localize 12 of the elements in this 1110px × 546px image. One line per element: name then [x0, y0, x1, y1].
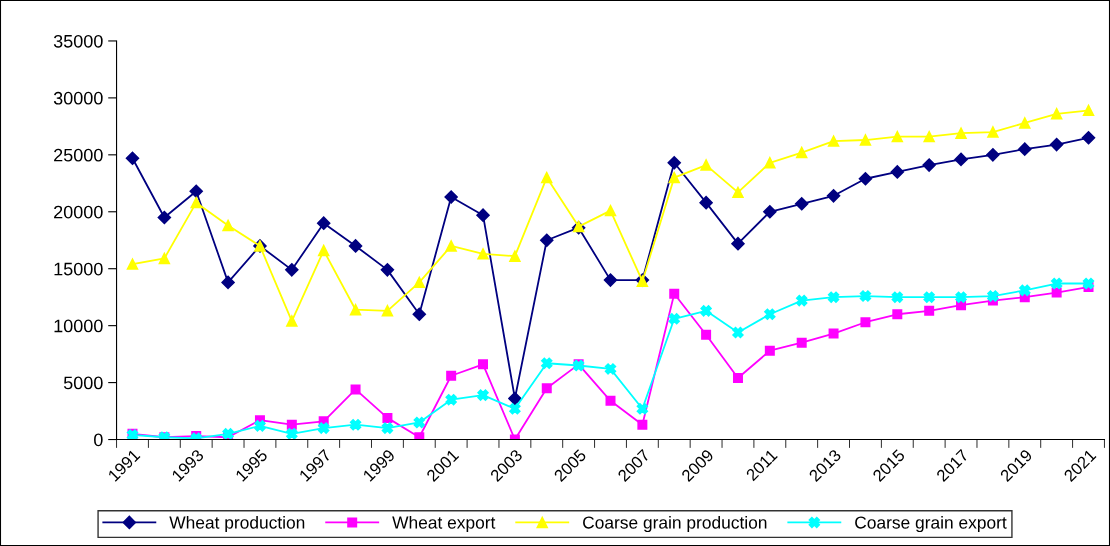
legend-label: Coarse grain production — [583, 515, 767, 533]
y-tick-label: 10000 — [54, 319, 103, 333]
y-tick-label: 25000 — [54, 148, 103, 162]
y-tick-label: 20000 — [54, 205, 103, 219]
y-tick-label: 35000 — [53, 34, 103, 48]
legend-label: Wheat export — [392, 515, 496, 533]
y-tick-label: 15000 — [54, 262, 103, 276]
legend-label: Wheat production — [169, 515, 305, 533]
y-tick-label: 5000 — [63, 376, 103, 390]
y-tick-label: 30000 — [53, 91, 103, 105]
y-tick-label: 0 — [94, 433, 103, 447]
legend-label: Coarse grain export — [855, 515, 1007, 533]
